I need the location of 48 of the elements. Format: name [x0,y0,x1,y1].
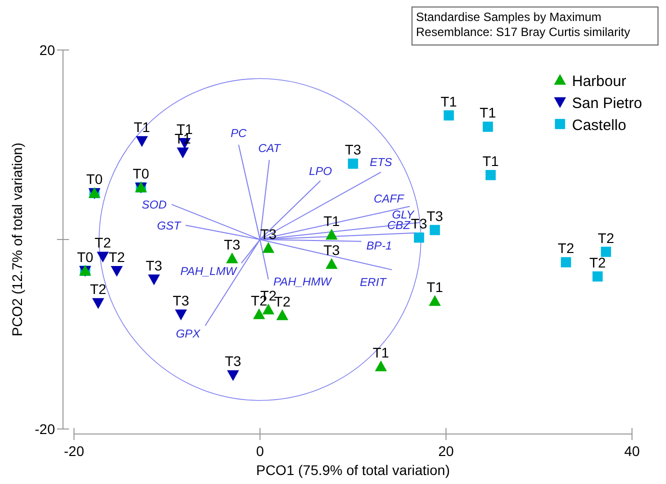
text: Standardise Samples by Maximum [416,10,602,24]
legend-label: San Pietro [572,95,642,112]
data-label: T1 [134,118,150,135]
data-label: T2 [558,240,574,256]
x-tick-label: 20 [438,443,454,459]
data-label: T3 [410,216,428,232]
y-axis-title: PCO2 (12.7% of total variation) [9,142,25,336]
data-label: T1 [482,153,500,170]
data-label: T3 [224,352,242,369]
x-tick-label: 40 [624,443,640,459]
x-tick-label: 0 [256,443,264,459]
data-label: T1 [372,344,390,360]
series-label: GST [156,220,182,232]
data-label: T0 [132,165,150,182]
data-label: T3 [146,257,162,274]
data-label: T2 [589,254,606,270]
x-axis-title: PCO1 (75.9% of total variation) [256,462,450,478]
series-label: ETS [370,157,392,170]
series-label: PC [230,128,248,140]
data-label: T1 [480,104,496,121]
data-label: T3 [426,208,444,224]
data-label: T3 [224,236,240,252]
series-label: BP-1 [366,240,392,252]
data-label: T1 [440,93,458,110]
data-label: T2 [90,280,107,297]
data-label: T2 [598,230,614,246]
data-label: T3 [172,292,190,308]
series-label: PAH_HMW [273,276,332,288]
data-label: T1 [426,279,444,296]
legend-label: Harbour [572,73,626,90]
series-label: CAFF [374,193,405,206]
series-label: ERIT [360,276,388,289]
legend-label: Castello [572,117,626,134]
data-label: T0 [76,248,94,265]
series-label: PAH_LMW [180,266,238,278]
data-label: T3 [260,226,277,242]
text: Resemblance: S17 Bray Curtis similarity [416,25,630,39]
series-label: LPO [308,166,332,178]
series-label: GPX [176,328,202,341]
series-label: SOD [142,199,167,212]
data-label: T3 [323,242,340,258]
data-label: T0 [86,171,103,188]
series-label: CAT [258,142,282,155]
data-label: T1 [323,212,340,229]
data-label: T2 [108,248,126,265]
x-tick-label: -20 [64,443,84,459]
data-label: T3 [344,142,362,158]
data-label: T2 [94,234,112,251]
